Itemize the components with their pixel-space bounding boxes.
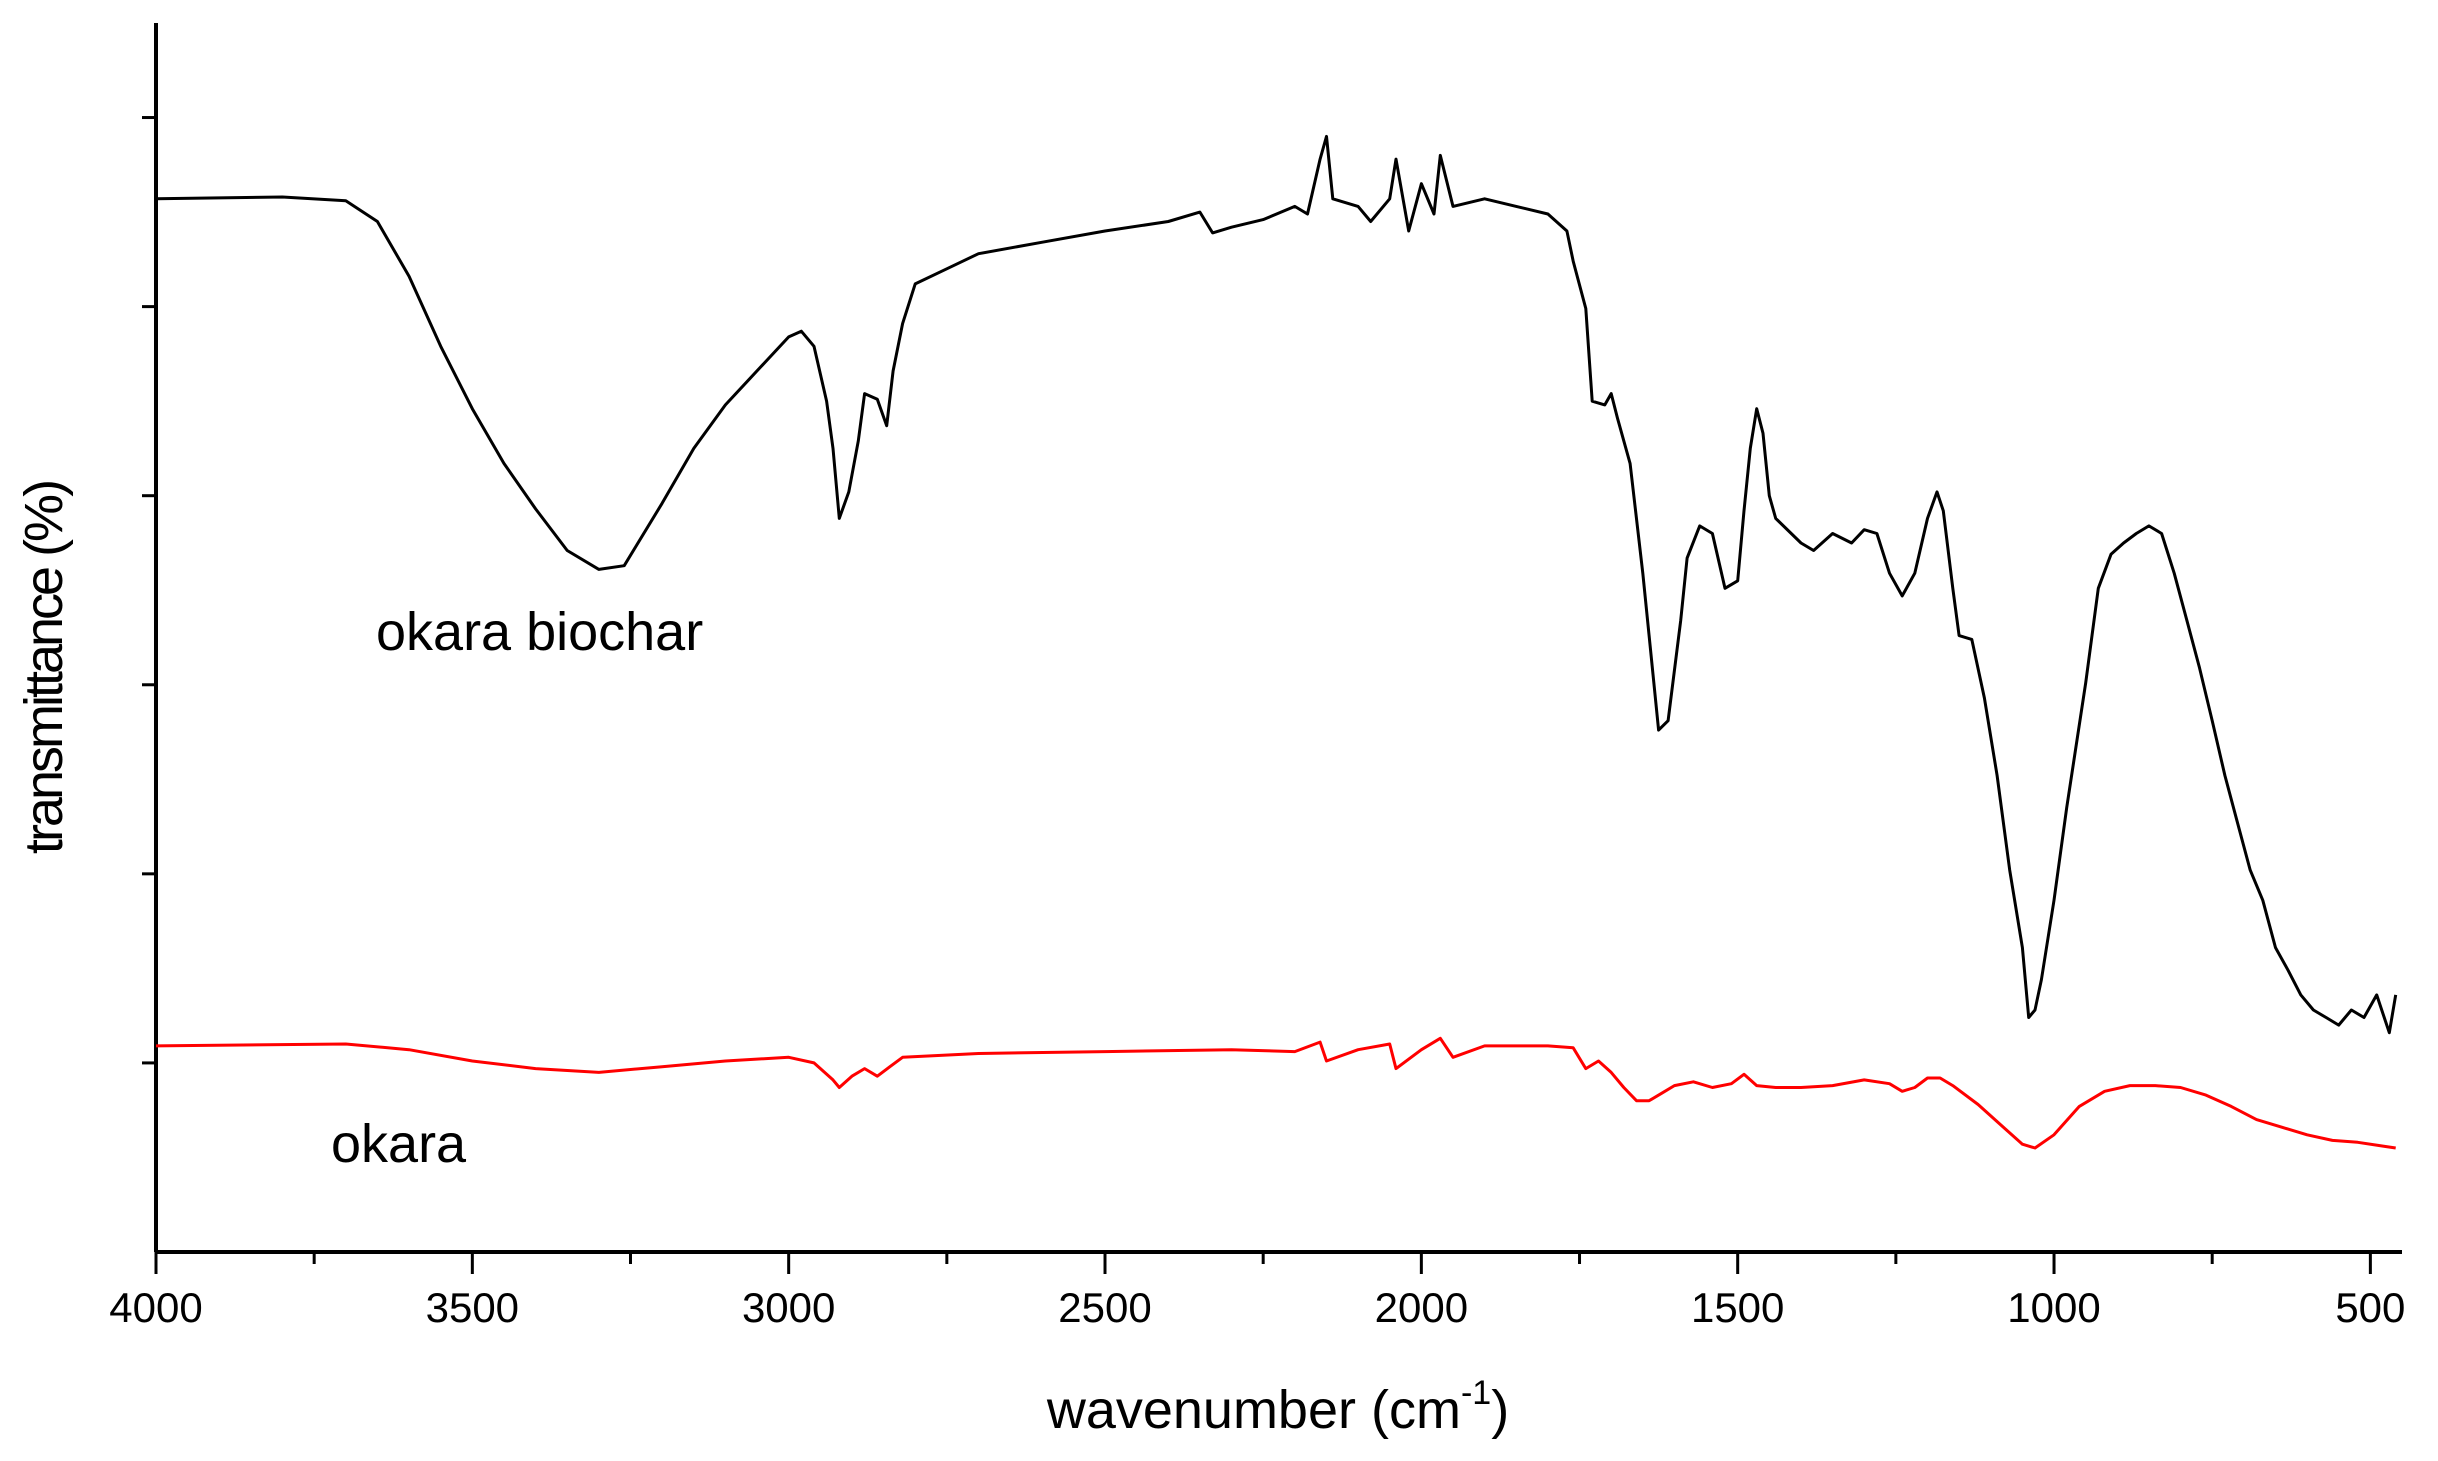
x-tick-label: 3500 [426, 1284, 519, 1331]
x-tick-label: 1500 [1691, 1284, 1784, 1331]
x-axis-title-end: ) [1491, 1380, 1509, 1440]
x-tick-label: 500 [2335, 1284, 2405, 1331]
curve-annotation: okara biochar [376, 602, 703, 662]
spectrum-line [155, 134, 2398, 1035]
y-axis-title: transmittance (%) [14, 482, 74, 854]
x-axis-title-main: wavenumber (cm [1046, 1380, 1461, 1440]
x-tick-label: 2500 [1058, 1284, 1151, 1331]
x-axis-title-sup: -1 [1461, 1374, 1491, 1412]
x-tick-label: 2000 [1375, 1284, 1468, 1331]
x-tick-label: 1000 [2007, 1284, 2100, 1331]
curve-annotation: okara [331, 1114, 467, 1174]
x-tick-label: 4000 [109, 1284, 202, 1331]
x-axis-title: wavenumber (cm-1) [1046, 1374, 1509, 1440]
spectrum-line [155, 1036, 2396, 1150]
x-tick-label: 3000 [742, 1284, 835, 1331]
